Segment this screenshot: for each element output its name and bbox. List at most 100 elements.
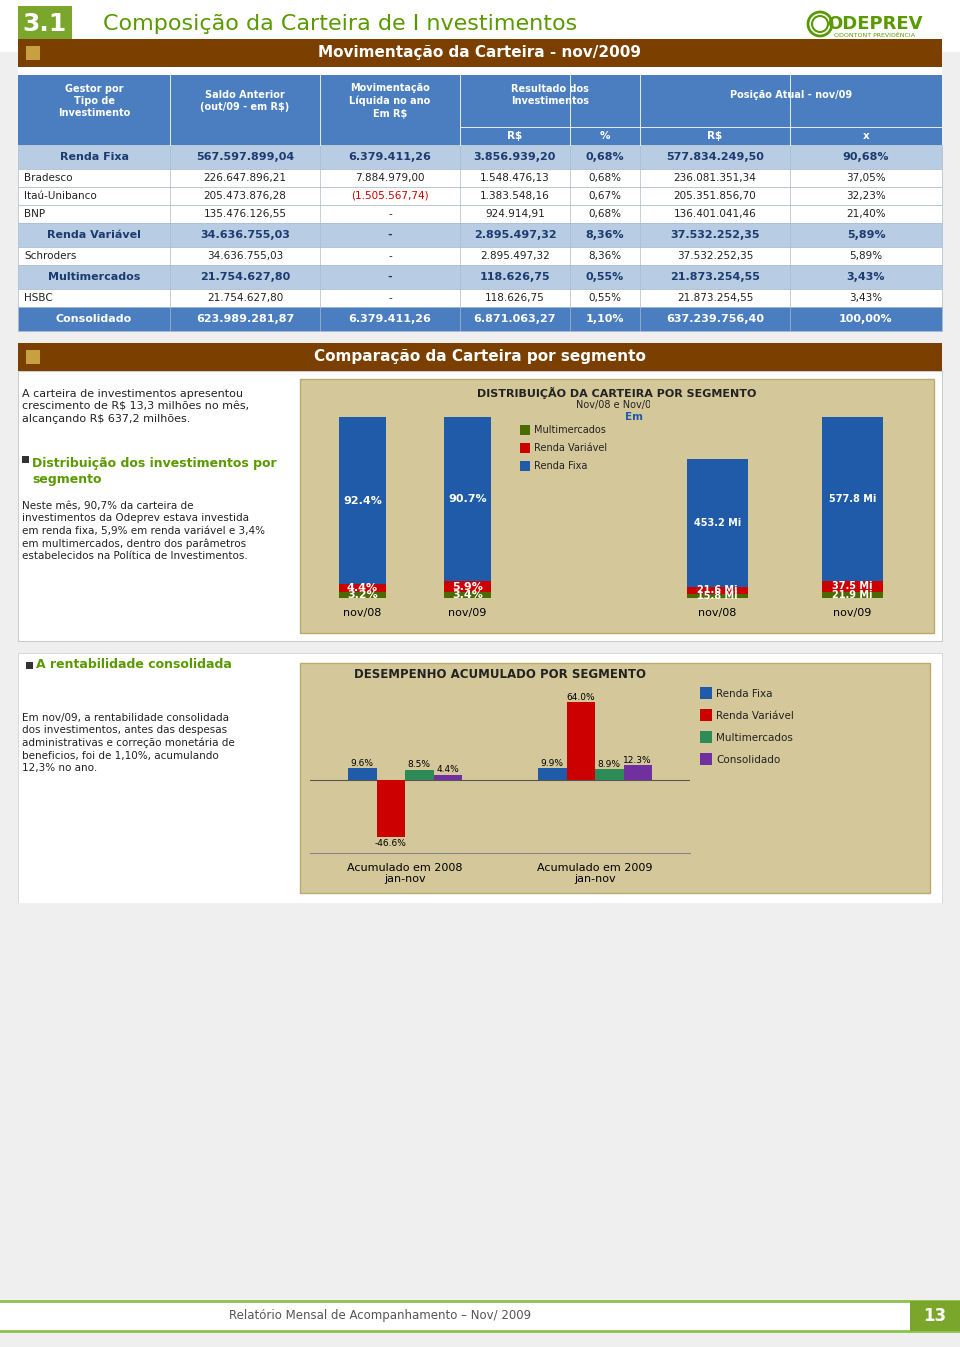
- Text: Gestor por
Tipo de
Investimento: Gestor por Tipo de Investimento: [58, 84, 131, 119]
- Text: 577.8 Mi: 577.8 Mi: [828, 494, 876, 504]
- Text: -: -: [388, 230, 393, 240]
- Text: 1,10%: 1,10%: [586, 314, 624, 325]
- Bar: [700, 753, 712, 765]
- Text: 205.473.876,28: 205.473.876,28: [204, 191, 286, 201]
- Text: -: -: [388, 251, 392, 261]
- Text: 205.351.856,70: 205.351.856,70: [674, 191, 756, 201]
- Text: Renda Variável: Renda Variável: [716, 711, 794, 721]
- Bar: [26, 661, 33, 669]
- Text: Multimercados: Multimercados: [716, 733, 793, 744]
- Text: 6.379.411,26: 6.379.411,26: [348, 152, 431, 162]
- Bar: [18, 145, 942, 168]
- Text: 637.239.756,40: 637.239.756,40: [666, 314, 764, 325]
- Text: Movimentação
Líquida no ano
Em R$: Movimentação Líquida no ano Em R$: [349, 84, 431, 119]
- Text: DESEMPENHO ACUMULADO POR SEGMENTO: DESEMPENHO ACUMULADO POR SEGMENTO: [354, 668, 646, 682]
- Bar: [18, 307, 942, 331]
- Bar: [0, 1301, 960, 1331]
- Bar: [376, 780, 405, 836]
- Text: Bradesco: Bradesco: [24, 172, 73, 183]
- Text: 37.532.252,35: 37.532.252,35: [677, 251, 754, 261]
- Text: 3.4%: 3.4%: [452, 590, 483, 599]
- Bar: [800, 8, 945, 40]
- Text: 924.914,91: 924.914,91: [485, 209, 545, 220]
- Text: A carteira de investimentos apresentou
crescimento de R$ 13,3 milhões no mês,
al: A carteira de investimentos apresentou c…: [22, 389, 250, 424]
- Text: 567.597.899,04: 567.597.899,04: [196, 152, 294, 162]
- Text: 1.548.476,13: 1.548.476,13: [480, 172, 550, 183]
- Bar: [700, 709, 712, 721]
- Text: 3,43%: 3,43%: [850, 294, 882, 303]
- Text: Nov/08 e Nov/09: Nov/08 e Nov/09: [576, 400, 658, 409]
- Text: Renda Variável: Renda Variável: [534, 443, 607, 453]
- Bar: [434, 775, 462, 780]
- Bar: [300, 663, 930, 893]
- Text: 0,68%: 0,68%: [586, 152, 624, 162]
- Bar: [18, 247, 942, 265]
- Text: 3,43%: 3,43%: [847, 272, 885, 282]
- Text: 0,55%: 0,55%: [588, 294, 621, 303]
- Bar: [822, 416, 883, 581]
- Text: Resultado dos
Investimentos: Resultado dos Investimentos: [511, 84, 589, 106]
- Text: Movimentação da Carteira - nov/2009: Movimentação da Carteira - nov/2009: [319, 46, 641, 61]
- Text: Renda Variável: Renda Variável: [47, 230, 141, 240]
- Bar: [0, 0, 960, 53]
- Bar: [18, 168, 942, 187]
- Text: Consolidado: Consolidado: [716, 756, 780, 765]
- Text: 0,68%: 0,68%: [588, 172, 621, 183]
- Text: ODEPREV: ODEPREV: [828, 15, 923, 32]
- Text: 4.4%: 4.4%: [347, 583, 378, 593]
- Text: 21.6 Mi: 21.6 Mi: [697, 586, 737, 595]
- Bar: [18, 44, 942, 48]
- Text: 3.2%: 3.2%: [348, 590, 378, 601]
- Text: 136.401.041,46: 136.401.041,46: [674, 209, 756, 220]
- Text: 3.856.939,20: 3.856.939,20: [474, 152, 556, 162]
- Text: 623.989.281,87: 623.989.281,87: [196, 314, 294, 325]
- Text: 0,67%: 0,67%: [588, 191, 621, 201]
- Text: 2.895.497,32: 2.895.497,32: [480, 251, 550, 261]
- Bar: [566, 702, 595, 780]
- Text: Schroders: Schroders: [24, 251, 77, 261]
- Bar: [520, 461, 530, 471]
- Bar: [687, 458, 748, 587]
- Text: x: x: [863, 131, 870, 141]
- Bar: [623, 765, 652, 780]
- Text: Comparação da Carteira por segmento: Comparação da Carteira por segmento: [314, 349, 646, 365]
- Text: -: -: [388, 209, 392, 220]
- Text: 37.5 Mi: 37.5 Mi: [832, 582, 873, 591]
- Bar: [22, 457, 29, 463]
- Bar: [18, 370, 942, 641]
- Text: Renda Fixa: Renda Fixa: [716, 690, 773, 699]
- Bar: [822, 581, 883, 591]
- Text: 90,68%: 90,68%: [843, 152, 889, 162]
- Text: Renda Fixa: Renda Fixa: [534, 461, 588, 471]
- Text: Multimercados: Multimercados: [48, 272, 140, 282]
- Text: Consolidado: Consolidado: [56, 314, 132, 325]
- Text: 21.754.627,80: 21.754.627,80: [200, 272, 290, 282]
- Text: 5,89%: 5,89%: [847, 230, 885, 240]
- Text: Renda Fixa: Renda Fixa: [60, 152, 129, 162]
- Text: 5.9%: 5.9%: [452, 582, 483, 591]
- Text: 0,68%: 0,68%: [588, 209, 621, 220]
- Bar: [687, 587, 748, 594]
- Text: Em  R$ Milhões: Em R$ Milhões: [625, 412, 715, 422]
- Text: DISTRIBUIÇÃO DA CARTEIRA POR SEGMENTO: DISTRIBUIÇÃO DA CARTEIRA POR SEGMENTO: [477, 387, 756, 399]
- Text: 226.647.896,21: 226.647.896,21: [204, 172, 286, 183]
- Text: -: -: [388, 294, 392, 303]
- Bar: [339, 418, 386, 585]
- Bar: [18, 343, 942, 370]
- Text: 118.626,75: 118.626,75: [480, 272, 550, 282]
- Text: 34.636.755,03: 34.636.755,03: [206, 251, 283, 261]
- Bar: [18, 187, 942, 205]
- Bar: [18, 39, 942, 67]
- Text: 13: 13: [924, 1307, 947, 1325]
- Text: 0,55%: 0,55%: [586, 272, 624, 282]
- Bar: [18, 57, 942, 247]
- Bar: [405, 770, 434, 780]
- Bar: [18, 205, 942, 224]
- Text: Multimercados: Multimercados: [534, 426, 606, 435]
- Text: 9.6%: 9.6%: [350, 758, 373, 768]
- Bar: [520, 443, 530, 453]
- Text: 90.7%: 90.7%: [448, 494, 487, 504]
- Bar: [18, 75, 942, 145]
- Text: Posição Atual - nov/09: Posição Atual - nov/09: [730, 90, 852, 100]
- Text: 577.834.249,50: 577.834.249,50: [666, 152, 764, 162]
